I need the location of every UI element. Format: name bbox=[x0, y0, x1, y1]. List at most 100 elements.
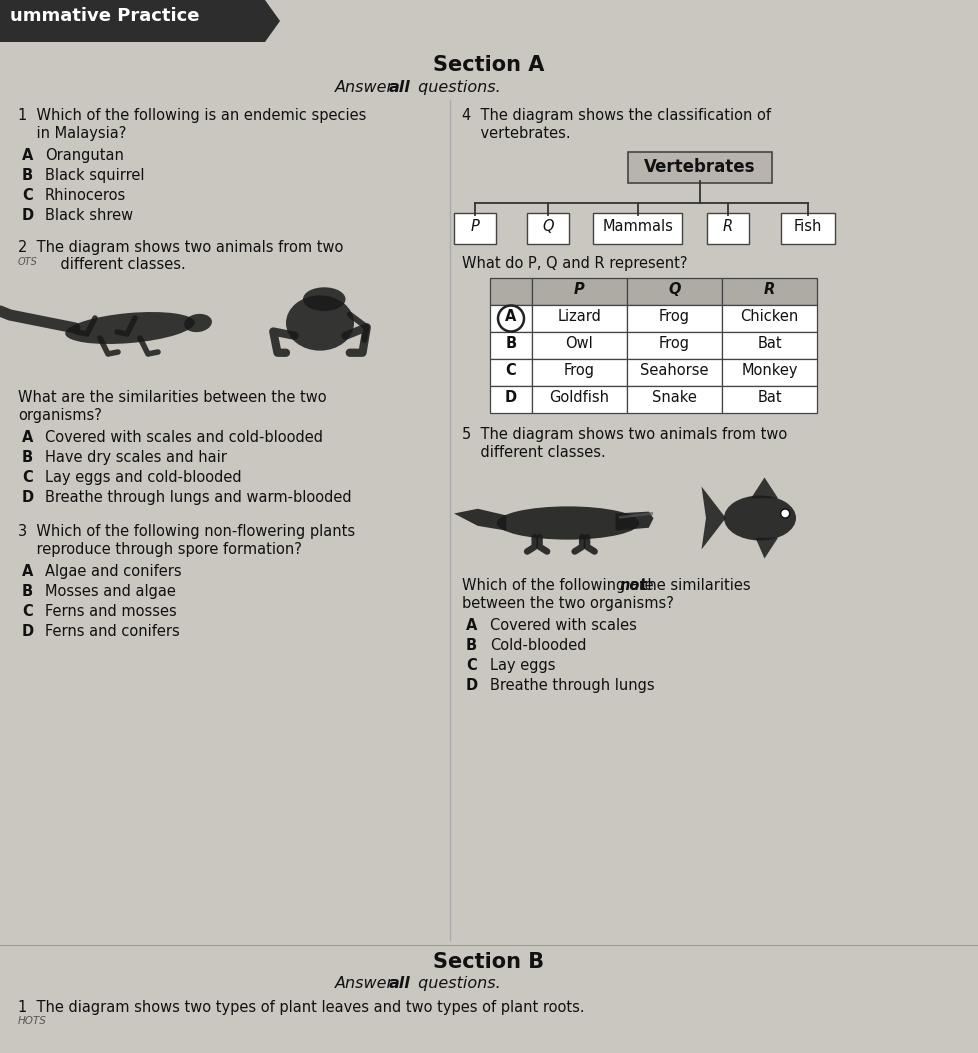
Text: 4  The diagram shows the classification of: 4 The diagram shows the classification o… bbox=[462, 108, 771, 123]
Text: 2  The diagram shows two animals from two: 2 The diagram shows two animals from two bbox=[18, 240, 343, 255]
Text: Lizard: Lizard bbox=[557, 309, 600, 324]
Polygon shape bbox=[755, 538, 778, 558]
FancyBboxPatch shape bbox=[706, 213, 748, 244]
Text: C: C bbox=[466, 658, 476, 673]
Text: D: D bbox=[505, 390, 516, 405]
Text: B: B bbox=[22, 584, 33, 599]
Bar bbox=[490, 278, 531, 305]
Text: different classes.: different classes. bbox=[42, 257, 186, 272]
Text: 1  The diagram shows two types of plant leaves and two types of plant roots.: 1 The diagram shows two types of plant l… bbox=[18, 1000, 584, 1015]
Text: OTS: OTS bbox=[18, 257, 38, 267]
Text: Frog: Frog bbox=[658, 309, 689, 324]
Text: A: A bbox=[22, 148, 33, 163]
Text: reproduce through spore formation?: reproduce through spore formation? bbox=[18, 542, 301, 557]
Bar bbox=[531, 359, 626, 386]
Bar bbox=[626, 332, 721, 359]
Text: Seahorse: Seahorse bbox=[640, 363, 708, 378]
Bar bbox=[490, 359, 531, 386]
Text: Q: Q bbox=[668, 282, 680, 297]
Ellipse shape bbox=[302, 287, 345, 311]
Text: B: B bbox=[505, 336, 516, 351]
Text: between the two organisms?: between the two organisms? bbox=[462, 596, 673, 611]
Text: D: D bbox=[466, 678, 477, 693]
Text: Fish: Fish bbox=[793, 219, 822, 234]
Bar bbox=[626, 386, 721, 413]
Bar bbox=[626, 359, 721, 386]
Text: the similarities: the similarities bbox=[637, 578, 750, 593]
Text: What are the similarities between the two: What are the similarities between the tw… bbox=[18, 390, 327, 405]
FancyBboxPatch shape bbox=[627, 152, 772, 183]
Text: C: C bbox=[505, 363, 515, 378]
Bar bbox=[490, 386, 531, 413]
Bar bbox=[531, 305, 626, 332]
Text: Snake: Snake bbox=[651, 390, 696, 405]
Text: not: not bbox=[619, 578, 646, 593]
Bar bbox=[721, 278, 817, 305]
Bar bbox=[531, 278, 626, 305]
Ellipse shape bbox=[496, 506, 639, 539]
Text: Ferns and mosses: Ferns and mosses bbox=[45, 604, 177, 619]
Text: Cold-blooded: Cold-blooded bbox=[490, 638, 586, 653]
Text: R: R bbox=[763, 282, 775, 297]
Bar bbox=[531, 332, 626, 359]
Text: P: P bbox=[573, 282, 584, 297]
Text: Algae and conifers: Algae and conifers bbox=[45, 564, 182, 579]
Bar bbox=[721, 359, 817, 386]
Text: in Malaysia?: in Malaysia? bbox=[18, 126, 126, 141]
Polygon shape bbox=[615, 512, 653, 531]
Text: ummative Practice: ummative Practice bbox=[10, 7, 200, 25]
Text: Vertebrates: Vertebrates bbox=[644, 158, 755, 176]
Text: 5  The diagram shows two animals from two: 5 The diagram shows two animals from two bbox=[462, 428, 786, 442]
Text: Chicken: Chicken bbox=[739, 309, 798, 324]
Circle shape bbox=[779, 509, 789, 518]
Text: P: P bbox=[470, 219, 479, 234]
Text: Monkey: Monkey bbox=[740, 363, 797, 378]
Text: 3  Which of the following non-flowering plants: 3 Which of the following non-flowering p… bbox=[18, 524, 355, 539]
Text: all: all bbox=[388, 976, 411, 991]
Text: B: B bbox=[466, 638, 476, 653]
Text: D: D bbox=[22, 208, 34, 223]
Text: Lay eggs and cold-blooded: Lay eggs and cold-blooded bbox=[45, 470, 242, 485]
Text: Answer: Answer bbox=[334, 976, 399, 991]
Text: Rhinoceros: Rhinoceros bbox=[45, 188, 126, 203]
FancyBboxPatch shape bbox=[454, 213, 496, 244]
Bar bbox=[721, 305, 817, 332]
Text: questions.: questions. bbox=[413, 976, 500, 991]
Bar bbox=[490, 332, 531, 359]
Text: Black shrew: Black shrew bbox=[45, 208, 133, 223]
Text: questions.: questions. bbox=[413, 80, 500, 95]
Text: C: C bbox=[22, 470, 32, 485]
Text: D: D bbox=[22, 490, 34, 505]
Ellipse shape bbox=[66, 312, 195, 344]
Text: Ferns and conifers: Ferns and conifers bbox=[45, 624, 180, 639]
Text: Bat: Bat bbox=[756, 336, 781, 351]
Text: Black squirrel: Black squirrel bbox=[45, 168, 145, 183]
Text: all: all bbox=[388, 80, 411, 95]
Polygon shape bbox=[750, 477, 778, 498]
Text: Mammals: Mammals bbox=[601, 219, 673, 234]
Text: A: A bbox=[505, 309, 516, 324]
Text: Breathe through lungs: Breathe through lungs bbox=[490, 678, 654, 693]
Text: 1  Which of the following is an endemic species: 1 Which of the following is an endemic s… bbox=[18, 108, 366, 123]
Text: Frog: Frog bbox=[563, 363, 595, 378]
Text: Mosses and algae: Mosses and algae bbox=[45, 584, 176, 599]
FancyBboxPatch shape bbox=[526, 213, 568, 244]
Text: B: B bbox=[22, 168, 33, 183]
Text: Lay eggs: Lay eggs bbox=[490, 658, 555, 673]
Text: Goldfish: Goldfish bbox=[549, 390, 609, 405]
Polygon shape bbox=[454, 509, 506, 531]
Text: What do P, Q and R represent?: What do P, Q and R represent? bbox=[462, 256, 687, 271]
Polygon shape bbox=[701, 486, 725, 550]
Ellipse shape bbox=[184, 314, 211, 332]
Bar bbox=[721, 386, 817, 413]
Text: Frog: Frog bbox=[658, 336, 689, 351]
Polygon shape bbox=[0, 0, 280, 42]
Ellipse shape bbox=[724, 496, 795, 540]
Text: HOTS: HOTS bbox=[18, 1016, 47, 1026]
FancyBboxPatch shape bbox=[780, 213, 834, 244]
Text: A: A bbox=[22, 430, 33, 445]
Text: vertebrates.: vertebrates. bbox=[462, 126, 570, 141]
Text: C: C bbox=[22, 188, 32, 203]
Text: Owl: Owl bbox=[565, 336, 593, 351]
Text: B: B bbox=[22, 450, 33, 465]
